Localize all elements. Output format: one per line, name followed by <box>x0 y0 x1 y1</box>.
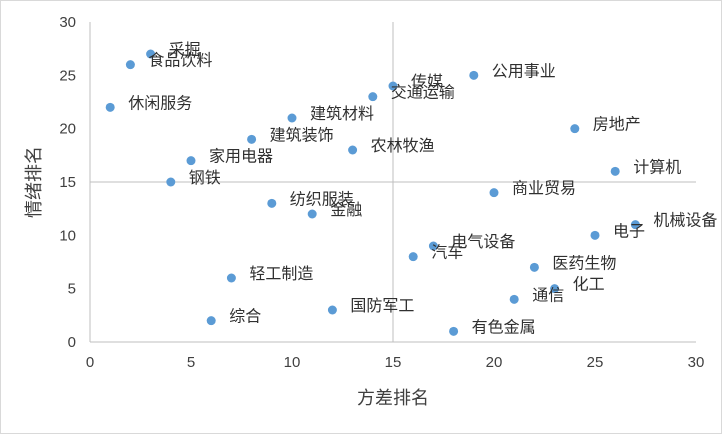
data-points <box>105 49 640 336</box>
point-label: 采掘 <box>169 40 201 59</box>
x-tick-label: 30 <box>688 354 705 371</box>
data-point <box>307 209 317 219</box>
x-tick-label: 20 <box>486 354 503 371</box>
data-point <box>287 113 297 123</box>
point-label: 金融 <box>330 200 362 219</box>
point-label: 房地产 <box>593 115 641 134</box>
y-axis-title: 情绪排名 <box>24 146 45 218</box>
data-point <box>166 177 176 187</box>
point-label: 纺织服装 <box>290 189 354 208</box>
point-label: 公用事业 <box>492 61 556 80</box>
data-point <box>368 92 378 102</box>
point-label: 化工 <box>573 275 605 294</box>
data-point <box>449 326 459 336</box>
point-label: 国防军工 <box>350 296 414 315</box>
data-point <box>125 60 135 70</box>
point-label: 计算机 <box>633 157 681 176</box>
data-point <box>630 220 640 230</box>
x-tick-label: 5 <box>187 354 195 371</box>
point-label: 休闲服务 <box>128 93 192 112</box>
point-label: 轻工制造 <box>249 264 313 283</box>
point-label: 钢铁 <box>189 168 221 187</box>
y-tick-label: 30 <box>59 14 76 31</box>
point-label: 建筑装饰 <box>270 125 334 144</box>
data-point <box>327 305 337 315</box>
data-point <box>570 124 580 134</box>
data-point <box>469 70 479 80</box>
y-tick-label: 5 <box>68 281 76 298</box>
point-label: 机械设备 <box>653 211 717 230</box>
point-label: 有色金属 <box>472 317 536 336</box>
x-tick-label: 25 <box>587 354 604 371</box>
point-label: 综合 <box>229 307 261 326</box>
point-label: 通信 <box>532 285 564 304</box>
data-point <box>550 284 560 294</box>
point-label: 医药生物 <box>552 253 616 272</box>
data-point <box>348 145 358 155</box>
point-label: 传媒 <box>411 72 443 91</box>
y-tick-label: 20 <box>59 121 76 138</box>
point-label: 家用电器 <box>209 147 273 166</box>
data-point <box>590 230 600 240</box>
point-label: 食品饮料 <box>148 51 212 70</box>
data-point <box>408 252 418 262</box>
data-point <box>509 294 519 304</box>
x-axis-title: 方差排名 <box>357 388 429 409</box>
data-point <box>146 49 156 59</box>
point-label: 汽车 <box>431 243 463 262</box>
data-point <box>226 273 236 283</box>
data-point <box>105 102 115 112</box>
x-tick-label: 0 <box>86 354 94 371</box>
point-label: 建筑材料 <box>310 104 374 123</box>
data-point <box>186 156 196 166</box>
y-tick-label: 15 <box>59 174 76 191</box>
data-point <box>610 166 620 176</box>
data-point <box>267 198 277 208</box>
data-point <box>489 188 499 198</box>
data-point <box>247 134 257 144</box>
x-tick-label: 15 <box>385 354 402 371</box>
point-label: 电气设备 <box>451 232 515 251</box>
tick-labels: 0 5 10 15 20 25 30 0 5 10 15 20 25 30 <box>59 14 704 371</box>
x-tick-label: 10 <box>284 354 301 371</box>
axes <box>89 22 696 343</box>
point-label: 商业贸易 <box>512 179 576 198</box>
y-tick-label: 25 <box>59 67 76 84</box>
point-label: 农林牧渔 <box>371 136 435 155</box>
y-tick-label: 0 <box>68 334 76 351</box>
data-point <box>428 241 438 251</box>
y-tick-label: 10 <box>59 227 76 244</box>
data-point <box>206 316 216 326</box>
point-label: 电子 <box>613 221 645 240</box>
point-label: 交通运输 <box>391 83 455 102</box>
data-point <box>529 262 539 272</box>
data-point <box>388 81 398 91</box>
